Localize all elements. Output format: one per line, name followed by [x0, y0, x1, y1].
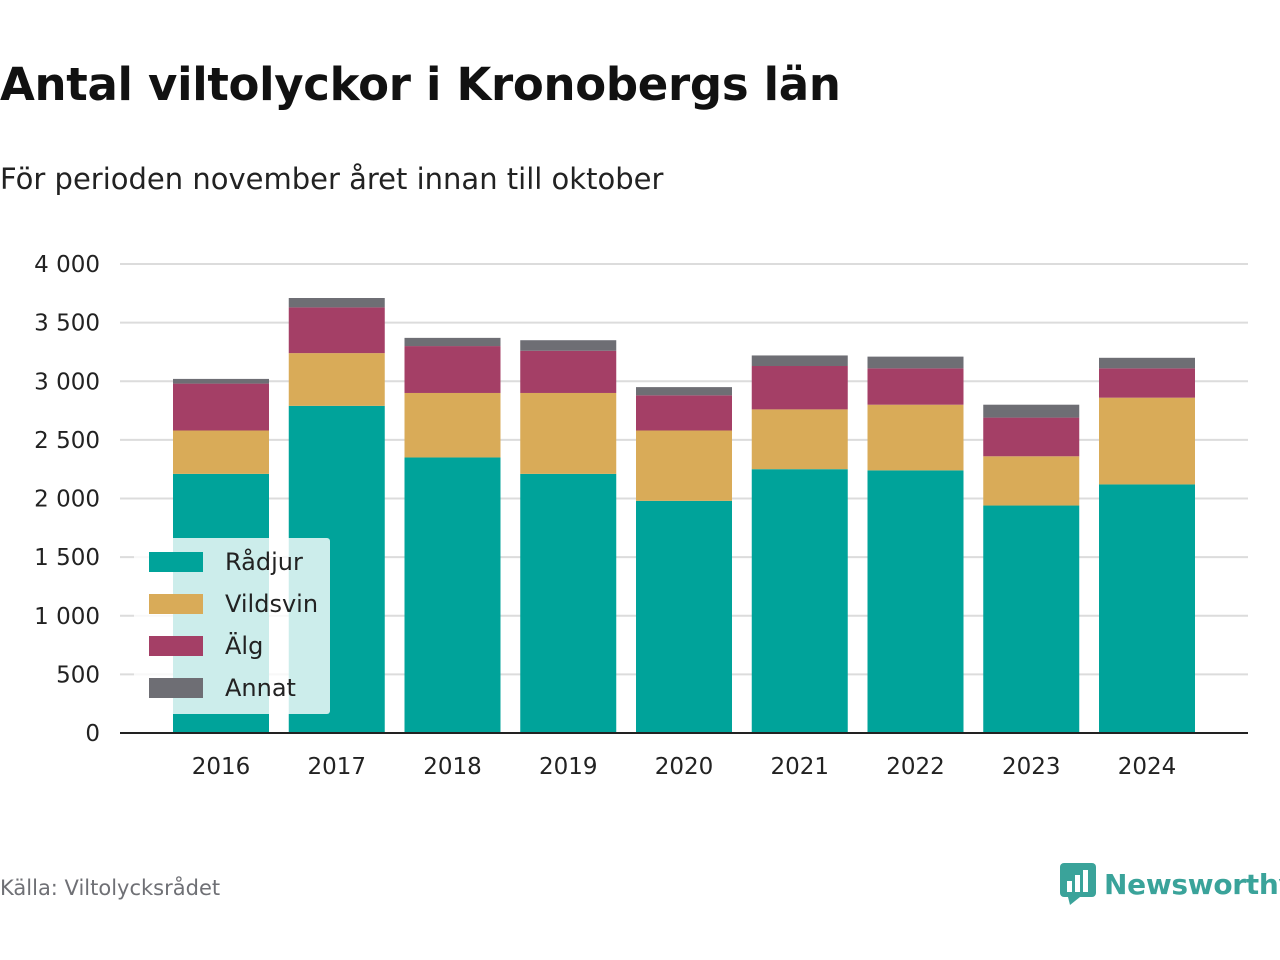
x-tick-label: 2018 [423, 754, 482, 780]
bar-segment [288, 353, 385, 406]
x-tick-label: 2019 [539, 754, 598, 780]
legend-label: Annat [225, 674, 296, 702]
y-tick-label: 2 000 [34, 487, 100, 513]
x-tick-label: 2016 [192, 754, 251, 780]
bar-segment [983, 456, 1080, 506]
bar-segment [1099, 368, 1195, 398]
bar-segment [636, 387, 732, 396]
x-tick-label: 2024 [1118, 754, 1177, 780]
bar-segment [751, 355, 848, 367]
x-tick-label: 2022 [886, 754, 945, 780]
legend-swatch [149, 552, 203, 572]
bar-segment [288, 298, 385, 308]
y-tick-label: 500 [56, 662, 100, 688]
chart-subtitle: För perioden november året innan till ok… [0, 162, 664, 196]
y-tick-label: 3 000 [34, 369, 100, 395]
bar-segment [867, 470, 964, 733]
legend-label: Älg [225, 631, 263, 660]
legend-swatch [149, 678, 203, 698]
legend-swatch [149, 594, 203, 614]
bar-segment [1099, 397, 1195, 485]
bar-segment [520, 350, 617, 393]
brand-name: Newsworthy [1104, 867, 1280, 901]
bar-segment [867, 368, 964, 405]
bar-segment [520, 392, 617, 474]
y-tick-label: 0 [85, 721, 100, 747]
legend-box [134, 538, 330, 714]
x-tick-label: 2021 [770, 754, 829, 780]
bar-segment [867, 356, 964, 369]
bar-segment [173, 378, 269, 384]
bar-chart-bubble-icon [1060, 863, 1096, 905]
bar-segment [636, 430, 732, 501]
bar-segment [636, 395, 732, 431]
chart-title: Antal viltolyckor i Kronobergs län [0, 58, 841, 111]
bar-segment [288, 307, 385, 354]
bar-segment [867, 404, 964, 471]
legend-swatch [149, 636, 203, 656]
brand-logo: Newsworthy [1060, 863, 1280, 905]
bar-segment [404, 346, 501, 393]
legend-label: Rådjur [225, 547, 303, 576]
bar-segment [636, 500, 732, 733]
x-tick-label: 2020 [655, 754, 714, 780]
x-tick-label: 2017 [307, 754, 366, 780]
legend-label: Vildsvin [225, 590, 318, 618]
y-tick-label: 3 500 [34, 311, 100, 337]
bar-segment [404, 457, 501, 733]
bar-segment [520, 340, 617, 351]
y-tick-label: 4 000 [34, 252, 100, 278]
y-tick-label: 2 500 [34, 428, 100, 454]
bar-segment [983, 404, 1080, 418]
bar-segment [751, 366, 848, 410]
y-tick-label: 1 000 [34, 604, 100, 630]
bar-segment [983, 505, 1080, 733]
bar-segment [404, 337, 501, 347]
bar-segment [404, 392, 501, 458]
stacked-bar-chart: 0 500 1 000 1 500 2 000 2 500 3 000 3 500 4 000 2… [34, 252, 1248, 780]
y-tick-label: 1 500 [34, 545, 100, 571]
bar-segment [751, 469, 848, 733]
x-tick-label: 2023 [1002, 754, 1061, 780]
bar-segment [520, 473, 617, 733]
bar-segment [1099, 357, 1195, 369]
bar-segment [173, 430, 269, 474]
bar-segment [173, 383, 269, 431]
source-note: Källa: Viltolycksrådet [0, 876, 221, 900]
bar-segment [983, 417, 1080, 457]
bar-segment [751, 409, 848, 470]
bar-segment [1099, 484, 1195, 733]
